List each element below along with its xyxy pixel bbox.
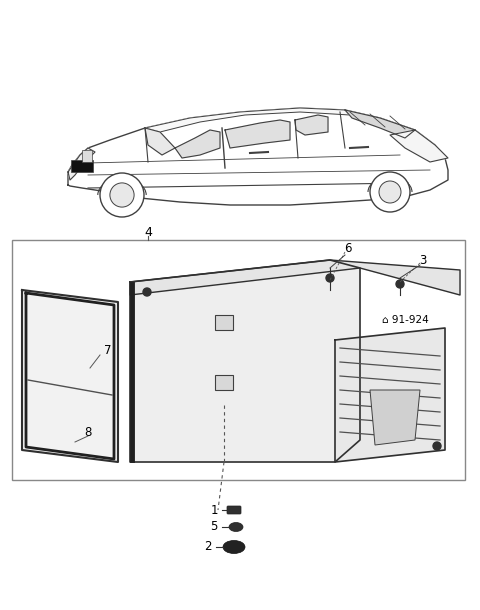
Polygon shape bbox=[145, 108, 415, 132]
Polygon shape bbox=[68, 108, 448, 205]
Circle shape bbox=[100, 173, 144, 217]
Bar bbox=[215, 315, 233, 330]
Polygon shape bbox=[370, 390, 420, 445]
Bar bbox=[82, 150, 92, 162]
Polygon shape bbox=[130, 260, 460, 295]
Text: 5: 5 bbox=[210, 520, 218, 534]
FancyBboxPatch shape bbox=[227, 506, 241, 514]
Circle shape bbox=[143, 288, 151, 296]
Polygon shape bbox=[345, 110, 415, 138]
Polygon shape bbox=[335, 328, 445, 462]
Polygon shape bbox=[175, 130, 220, 158]
Text: 4: 4 bbox=[144, 226, 152, 239]
Polygon shape bbox=[22, 290, 118, 462]
Circle shape bbox=[433, 442, 441, 450]
Polygon shape bbox=[130, 260, 360, 462]
Circle shape bbox=[326, 274, 334, 282]
Text: 3: 3 bbox=[420, 254, 427, 267]
Ellipse shape bbox=[229, 523, 243, 531]
Polygon shape bbox=[295, 115, 328, 135]
Text: 1: 1 bbox=[210, 503, 218, 517]
Polygon shape bbox=[225, 120, 290, 148]
Circle shape bbox=[110, 183, 134, 207]
Bar bbox=[12, 240, 465, 480]
Text: 7: 7 bbox=[104, 343, 112, 356]
Text: ⌂ 91-924: ⌂ 91-924 bbox=[382, 315, 429, 325]
Polygon shape bbox=[145, 128, 175, 155]
Text: 2: 2 bbox=[204, 540, 212, 553]
Text: 6: 6 bbox=[344, 243, 352, 256]
Polygon shape bbox=[68, 148, 95, 180]
Circle shape bbox=[396, 280, 404, 288]
Text: 8: 8 bbox=[84, 426, 92, 439]
Circle shape bbox=[370, 172, 410, 212]
Bar bbox=[215, 375, 233, 390]
Ellipse shape bbox=[223, 540, 245, 553]
Bar bbox=[71, 160, 93, 172]
Circle shape bbox=[379, 181, 401, 203]
Polygon shape bbox=[390, 130, 448, 162]
